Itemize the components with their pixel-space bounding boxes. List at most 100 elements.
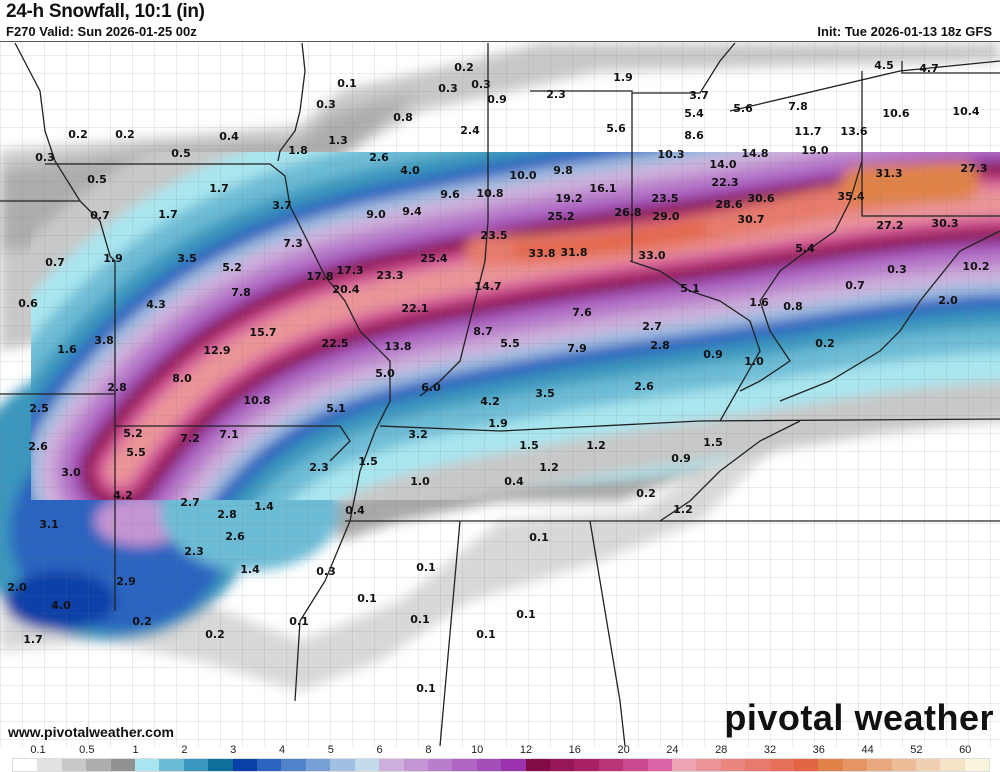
legend-swatch <box>232 759 258 771</box>
legend-swatch <box>110 759 136 771</box>
snowfall-value-label: 0.4 <box>345 504 365 517</box>
snowfall-value-label: 3.2 <box>408 428 428 441</box>
snowfall-value-label: 35.4 <box>837 190 864 203</box>
snowfall-value-label: 1.9 <box>103 252 123 265</box>
snowfall-value-label: 2.8 <box>217 508 237 521</box>
snowfall-value-label: 4.7 <box>919 62 939 75</box>
legend-label: 10 <box>471 744 484 756</box>
snowfall-value-label: 5.1 <box>326 402 346 415</box>
snowfall-value-label: 2.6 <box>369 151 389 164</box>
snowfall-value-label: 1.7 <box>23 633 43 646</box>
snowfall-value-label: 19.2 <box>555 192 582 205</box>
snowfall-value-label: 14.8 <box>741 147 768 160</box>
snowfall-value-label: 0.1 <box>416 682 436 695</box>
legend-swatch <box>379 759 404 771</box>
legend-swatch <box>330 759 355 771</box>
legend-swatch <box>13 759 38 771</box>
snowfall-value-label: 1.9 <box>488 417 508 430</box>
snowfall-value-label: 2.0 <box>7 581 27 594</box>
legend-swatch <box>891 759 917 771</box>
snowfall-value-label: 0.2 <box>205 628 225 641</box>
snowfall-value-label: 1.5 <box>703 436 723 449</box>
snowfall-value-label: 7.8 <box>788 100 808 113</box>
snowfall-value-label: 0.1 <box>416 561 436 574</box>
snowfall-value-label: 0.2 <box>132 615 152 628</box>
snowfall-value-label: 3.8 <box>94 334 114 347</box>
legend-swatch <box>135 759 160 771</box>
snowfall-value-label: 4.2 <box>113 489 133 502</box>
legend-swatch <box>916 759 941 771</box>
legend-label: 1 <box>132 744 139 756</box>
snowfall-value-label: 22.3 <box>711 176 738 189</box>
legend-label: 16 <box>568 744 581 756</box>
legend-swatch <box>61 759 87 771</box>
legend-swatch <box>183 759 209 771</box>
legend-label: 12 <box>519 744 533 756</box>
snowfall-value-label: 1.6 <box>57 343 77 356</box>
snowfall-value-label: 1.5 <box>358 455 378 468</box>
snowfall-value-label: 16.1 <box>589 182 616 195</box>
snowfall-value-label: 1.2 <box>673 503 693 516</box>
snowfall-value-label: 3.5 <box>535 387 555 400</box>
snowfall-value-label: 23.5 <box>480 229 507 242</box>
snowfall-value-label: 30.6 <box>747 192 774 205</box>
legend-swatch <box>598 759 624 771</box>
snowfall-value-label: 31.8 <box>560 246 587 259</box>
snowfall-value-label: 3.1 <box>39 518 59 531</box>
legend-swatch <box>305 759 331 771</box>
snowfall-value-label: 2.7 <box>642 320 662 333</box>
legend-swatch <box>867 759 892 771</box>
snowfall-value-label: 27.3 <box>960 162 987 175</box>
snowfall-value-label: 1.7 <box>158 208 178 221</box>
legend-label: 36 <box>812 744 825 756</box>
snowfall-value-label: 30.7 <box>737 213 764 226</box>
legend-label: 2 <box>181 744 188 756</box>
snowfall-value-label: 1.8 <box>288 144 308 157</box>
snowfall-value-label: 30.3 <box>931 217 958 230</box>
snowfall-value-label: 0.5 <box>171 147 191 160</box>
state-borders <box>0 42 1000 747</box>
snowfall-value-label: 3.5 <box>177 252 197 265</box>
snowfall-value-label: 2.3 <box>546 88 566 101</box>
snowfall-value-label: 11.7 <box>794 125 821 138</box>
snowfall-value-label: 1.7 <box>209 182 229 195</box>
snowfall-value-label: 3.0 <box>61 466 81 479</box>
website-link[interactable]: www.pivotalweather.com <box>8 724 174 740</box>
snowfall-value-label: 1.5 <box>519 439 539 452</box>
snowfall-value-label: 0.2 <box>454 61 474 74</box>
legend-swatch <box>696 759 721 771</box>
map-title: 24-h Snowfall, 10:1 (in) <box>6 1 205 22</box>
snowfall-value-label: 5.4 <box>684 107 704 120</box>
legend-swatch <box>525 759 550 771</box>
snowfall-value-label: 5.5 <box>126 446 146 459</box>
snowfall-value-label: 1.0 <box>744 355 764 368</box>
snowfall-value-label: 7.3 <box>283 237 303 250</box>
snowfall-value-label: 0.8 <box>393 111 413 124</box>
snowfall-value-label: 2.4 <box>460 124 480 137</box>
legend-swatch <box>86 759 111 771</box>
snowfall-value-label: 14.7 <box>474 280 501 293</box>
legend-swatch <box>403 759 428 771</box>
snowfall-value-label: 1.2 <box>539 461 559 474</box>
snowfall-value-label: 5.1 <box>680 282 700 295</box>
snowfall-value-labels: 0.1 0.2 0.3 0.3 0.3 0.2 0.2 0.4 0.5 0.3 0.5 0.7 0.7 0… <box>7 59 989 695</box>
snowfall-value-label: 4.5 <box>874 59 894 72</box>
pivotal-weather-logo: pivotal weather <box>724 697 994 738</box>
snowfall-value-label: 0.2 <box>115 128 135 141</box>
legend-swatch <box>842 759 868 771</box>
legend-label: 3 <box>230 744 237 756</box>
snowfall-value-label: 10.4 <box>952 105 979 118</box>
legend-label: 0.5 <box>79 744 95 756</box>
snowfall-value-label: 1.6 <box>749 296 769 309</box>
snowfall-value-label: 14.0 <box>709 158 736 171</box>
snowfall-value-label: 0.3 <box>316 565 336 578</box>
snowfall-value-label: 28.6 <box>715 198 742 211</box>
legend-swatch <box>37 759 62 771</box>
snowfall-map[interactable]: 0.1 0.2 0.3 0.3 0.3 0.2 0.2 0.4 0.5 0.3 0.5 0.7 0.7 0… <box>0 41 1000 747</box>
snowfall-value-label: 2.3 <box>184 545 204 558</box>
legend-label: 6 <box>376 744 383 756</box>
snowfall-value-label: 4.0 <box>51 599 71 612</box>
snowfall-value-label: 13.6 <box>840 125 867 138</box>
snowfall-value-label: 33.8 <box>528 247 555 260</box>
snowfall-value-label: 25.4 <box>420 252 447 265</box>
